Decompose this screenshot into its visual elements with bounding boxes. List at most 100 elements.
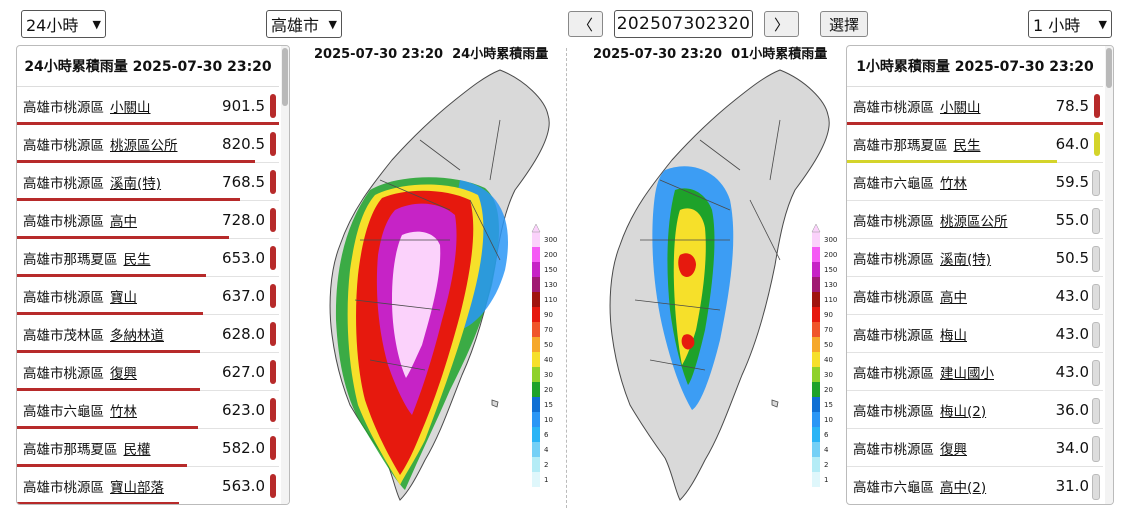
row-progress-bar <box>17 122 279 125</box>
prev-time-button[interactable]: 〈 <box>568 11 603 37</box>
row-level-marker <box>270 170 276 194</box>
ranking-row[interactable]: 高雄市桃源區 梅山(2) 36.0 <box>847 391 1103 429</box>
row-station-link[interactable]: 寶山 <box>110 289 137 306</box>
timestamp-value: 202507302320 <box>616 14 751 34</box>
left-scrollbar[interactable] <box>281 46 289 504</box>
select-button[interactable]: 選擇 <box>820 11 868 37</box>
legend-swatch <box>532 427 540 442</box>
right-scrollbar-thumb[interactable] <box>1106 48 1112 88</box>
right-rainfall-map[interactable]: 300 200 150 130 110 90 70 50 40 30 20 15 10 6 4 2 1 <box>580 60 840 510</box>
ranking-row[interactable]: 高雄市桃源區 復興 34.0 <box>847 429 1103 467</box>
row-station-link[interactable]: 民生 <box>123 251 151 268</box>
ranking-row[interactable]: 高雄市桃源區 建山國小 43.0 <box>847 353 1103 391</box>
row-station-link[interactable]: 復興 <box>940 441 967 458</box>
row-location: 高雄市茂林區 <box>23 327 104 344</box>
legend-label: 130 <box>544 281 557 289</box>
legend-label: 1 <box>544 476 548 484</box>
row-station-link[interactable]: 竹林 <box>110 403 137 420</box>
row-location: 高雄市六龜區 <box>853 479 934 496</box>
ranking-row[interactable]: 高雄市茂林區 多納林道 628.0 <box>17 315 279 353</box>
legend-label: 130 <box>824 281 837 289</box>
ranking-row[interactable]: 高雄市那瑪夏區 民生 653.0 <box>17 239 279 277</box>
row-location: 高雄市桃源區 <box>853 441 934 458</box>
legend-swatch <box>812 427 820 442</box>
row-level-marker <box>1092 246 1100 272</box>
row-level-marker <box>1092 436 1100 462</box>
ranking-row[interactable]: 高雄市桃源區 寶山 637.0 <box>17 277 279 315</box>
ranking-row[interactable]: 高雄市那瑪夏區 民權 582.0 <box>17 429 279 467</box>
left-scrollbar-thumb[interactable] <box>282 48 288 106</box>
row-station-link[interactable]: 梅山(2) <box>940 403 987 420</box>
legend-label: 40 <box>824 356 833 364</box>
ranking-row[interactable]: 高雄市那瑪夏區 民生 64.0 <box>847 125 1103 163</box>
ranking-row[interactable]: 高雄市桃源區 溪南(特) 768.5 <box>17 163 279 201</box>
row-station-link[interactable]: 溪南(特) <box>110 175 162 192</box>
row-station-link[interactable]: 溪南(特) <box>940 251 992 268</box>
legend-label: 2 <box>824 461 828 469</box>
row-station-link[interactable]: 復興 <box>110 365 137 382</box>
ranking-row[interactable]: 高雄市桃源區 高中 43.0 <box>847 277 1103 315</box>
ranking-row[interactable]: 高雄市桃源區 梅山 43.0 <box>847 315 1103 353</box>
row-station-link[interactable]: 建山國小 <box>940 365 994 382</box>
legend-swatch <box>532 352 540 367</box>
row-location: 高雄市桃源區 <box>23 479 104 496</box>
row-station-link[interactable]: 小關山 <box>940 99 981 116</box>
legend-label: 1 <box>824 476 828 484</box>
left-map-legend: 300 200 150 130 110 90 70 50 40 30 20 15 10 6 4 2 1 <box>531 223 557 487</box>
row-station-link[interactable]: 梅山 <box>940 327 967 344</box>
legend-swatch <box>812 232 820 247</box>
row-value: 64.0 <box>1055 134 1089 153</box>
right-ranking-list[interactable]: 高雄市桃源區 小關山 78.5 高雄市那瑪夏區 民生 64.0 高雄市六龜區 竹林 59.5 高雄… <box>847 87 1103 504</box>
left-ranking-list[interactable]: 高雄市桃源區 小關山 901.5 高雄市桃源區 桃源區公所 820.5 高雄市桃源區 溪南(特… <box>17 87 279 504</box>
timestamp-input[interactable]: 202507302320 <box>614 10 753 38</box>
legend-swatch <box>532 277 540 292</box>
ranking-row[interactable]: 高雄市六龜區 高中(2) 31.0 <box>847 467 1103 504</box>
row-value: 78.5 <box>1055 96 1089 115</box>
row-station-link[interactable]: 民權 <box>123 441 151 458</box>
rain-shade-pink <box>392 231 441 378</box>
left-map-label: 24小時累積雨量 <box>452 47 549 62</box>
row-station-link[interactable]: 小關山 <box>110 99 151 116</box>
right-period-select[interactable]: 1 小時 ▼ <box>1028 10 1112 38</box>
ranking-row[interactable]: 高雄市桃源區 寶山部落 563.0 <box>17 467 279 504</box>
legend-swatch <box>532 412 540 427</box>
row-station-link[interactable]: 竹林 <box>940 175 967 192</box>
legend-swatch <box>812 247 820 262</box>
row-value: 563.0 <box>222 476 265 495</box>
row-location: 高雄市桃源區 <box>853 289 934 306</box>
right-ranking-panel[interactable]: 1小時累積雨量 2025-07-30 23:20 高雄市桃源區 小關山 78.5 高雄… <box>846 45 1114 505</box>
row-station-link[interactable]: 多納林道 <box>110 327 164 344</box>
ranking-row[interactable]: 高雄市六龜區 竹林 623.0 <box>17 391 279 429</box>
row-station-link[interactable]: 桃源區公所 <box>110 137 178 154</box>
right-map-legend: 300 200 150 130 110 90 70 50 40 30 20 15 10 6 4 2 1 <box>811 223 837 487</box>
legend-swatch <box>812 352 820 367</box>
row-station-link[interactable]: 民生 <box>953 137 981 154</box>
period-select[interactable]: 24小時 ▼ <box>21 10 106 38</box>
ranking-row[interactable]: 高雄市桃源區 小關山 901.5 <box>17 87 279 125</box>
legend-swatch <box>532 472 540 487</box>
row-progress-bar <box>17 502 180 504</box>
city-select[interactable]: 高雄市 ▼ <box>266 10 342 38</box>
row-station-link[interactable]: 高中(2) <box>940 479 987 496</box>
row-station-link[interactable]: 高中 <box>940 289 967 306</box>
legend-label: 20 <box>544 386 553 394</box>
row-station-link[interactable]: 寶山部落 <box>110 479 164 496</box>
ranking-row[interactable]: 高雄市桃源區 復興 627.0 <box>17 353 279 391</box>
row-station-link[interactable]: 高中 <box>110 213 137 230</box>
ranking-row[interactable]: 高雄市桃源區 小關山 78.5 <box>847 87 1103 125</box>
left-rainfall-map[interactable]: 300 200 150 130 110 90 70 50 40 30 20 15 10 6 4 2 1 <box>300 60 560 510</box>
ranking-row[interactable]: 高雄市六龜區 竹林 59.5 <box>847 163 1103 201</box>
ranking-row[interactable]: 高雄市桃源區 溪南(特) 50.5 <box>847 239 1103 277</box>
row-progress-bar <box>17 198 240 201</box>
next-time-button[interactable]: 〉 <box>764 11 799 37</box>
ranking-row[interactable]: 高雄市桃源區 桃源區公所 820.5 <box>17 125 279 163</box>
row-station-link[interactable]: 桃源區公所 <box>940 213 1008 230</box>
rain-shade-yellow <box>673 208 706 365</box>
ranking-row[interactable]: 高雄市桃源區 高中 728.0 <box>17 201 279 239</box>
ranking-row[interactable]: 高雄市桃源區 桃源區公所 55.0 <box>847 201 1103 239</box>
city-select-value: 高雄市 <box>271 16 320 35</box>
right-scrollbar[interactable] <box>1105 46 1113 504</box>
row-value: 901.5 <box>222 96 265 115</box>
row-value: 820.5 <box>222 134 265 153</box>
left-ranking-panel[interactable]: 24小時累積雨量 2025-07-30 23:20 高雄市桃源區 小關山 901.5… <box>16 45 290 505</box>
